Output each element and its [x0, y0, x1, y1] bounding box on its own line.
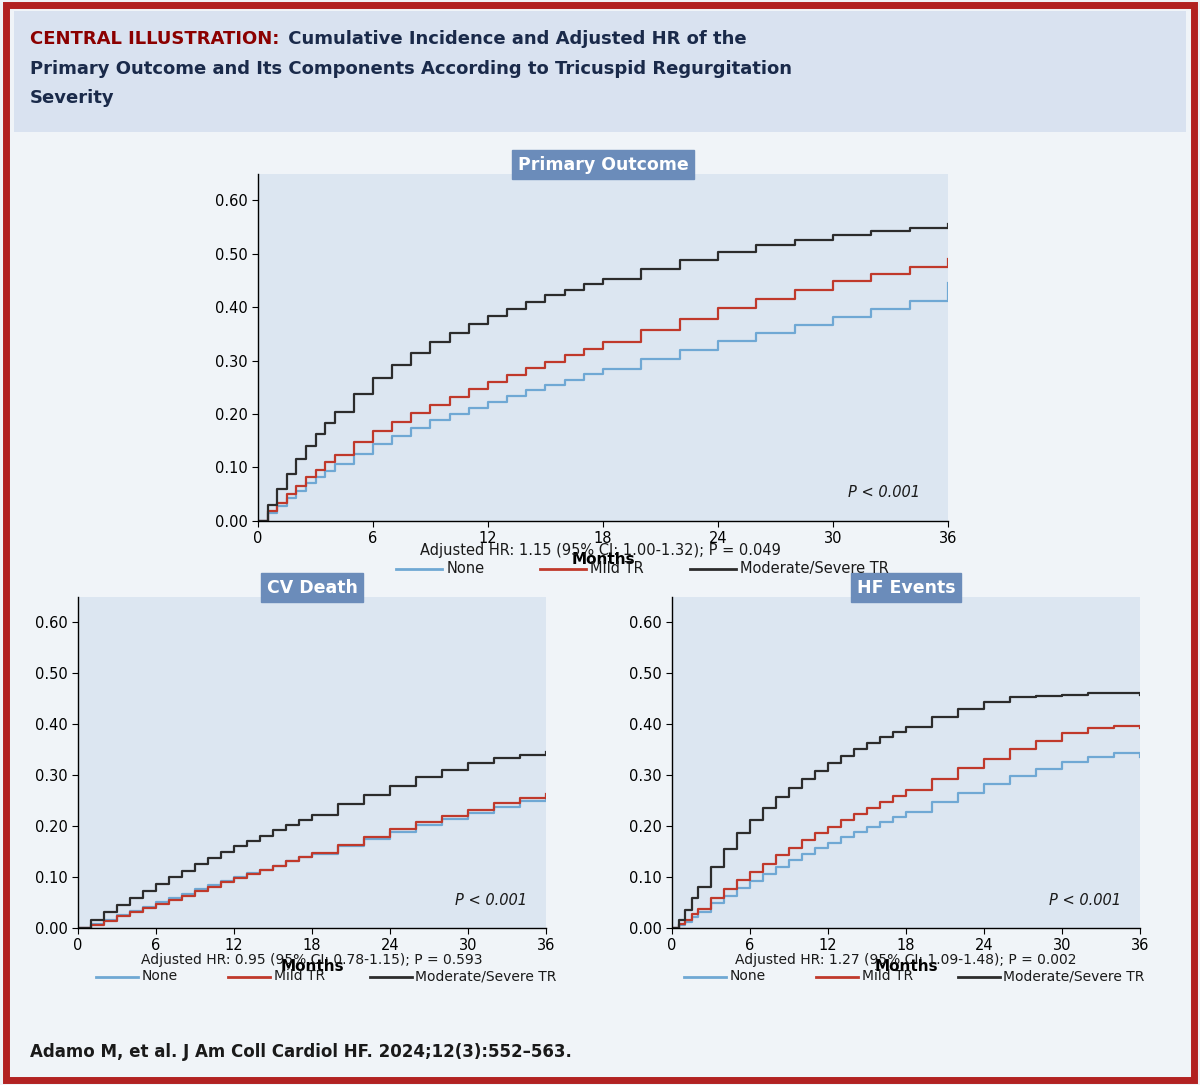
Text: Severity: Severity	[30, 89, 115, 107]
X-axis label: Months: Months	[280, 959, 344, 973]
Title: Primary Outcome: Primary Outcome	[517, 155, 689, 174]
Text: None: None	[730, 970, 766, 983]
Text: Mild TR: Mild TR	[590, 561, 644, 576]
Text: P < 0.001: P < 0.001	[455, 893, 527, 908]
Text: P < 0.001: P < 0.001	[848, 485, 920, 500]
Text: Primary Outcome and Its Components According to Tricuspid Regurgitation: Primary Outcome and Its Components Accor…	[30, 60, 792, 78]
Title: HF Events: HF Events	[857, 578, 955, 597]
Text: Moderate/Severe TR: Moderate/Severe TR	[740, 561, 889, 576]
Text: None: None	[142, 970, 178, 983]
X-axis label: Months: Months	[874, 959, 938, 973]
Text: Adjusted HR: 1.15 (95% CI: 1.00-1.32); P = 0.049: Adjusted HR: 1.15 (95% CI: 1.00-1.32); P…	[420, 542, 780, 558]
Text: Moderate/Severe TR: Moderate/Severe TR	[1003, 970, 1145, 983]
Text: P < 0.001: P < 0.001	[1049, 893, 1121, 908]
Text: CENTRAL ILLUSTRATION:: CENTRAL ILLUSTRATION:	[30, 30, 280, 49]
Text: Adjusted HR: 1.27 (95% CI: 1.09-1.48); P = 0.002: Adjusted HR: 1.27 (95% CI: 1.09-1.48); P…	[736, 953, 1076, 967]
Text: Adamo M, et al. J Am Coll Cardiol HF. 2024;12(3):552–563.: Adamo M, et al. J Am Coll Cardiol HF. 20…	[30, 1043, 572, 1061]
Text: Cumulative Incidence and Adjusted HR of the: Cumulative Incidence and Adjusted HR of …	[282, 30, 746, 49]
Text: Moderate/Severe TR: Moderate/Severe TR	[415, 970, 557, 983]
Text: Mild TR: Mild TR	[274, 970, 325, 983]
Title: CV Death: CV Death	[266, 578, 358, 597]
Text: Mild TR: Mild TR	[862, 970, 913, 983]
Text: None: None	[446, 561, 485, 576]
Text: Adjusted HR: 0.95 (95% CI: 0.78-1.15); P = 0.593: Adjusted HR: 0.95 (95% CI: 0.78-1.15); P…	[142, 953, 482, 967]
X-axis label: Months: Months	[571, 552, 635, 566]
